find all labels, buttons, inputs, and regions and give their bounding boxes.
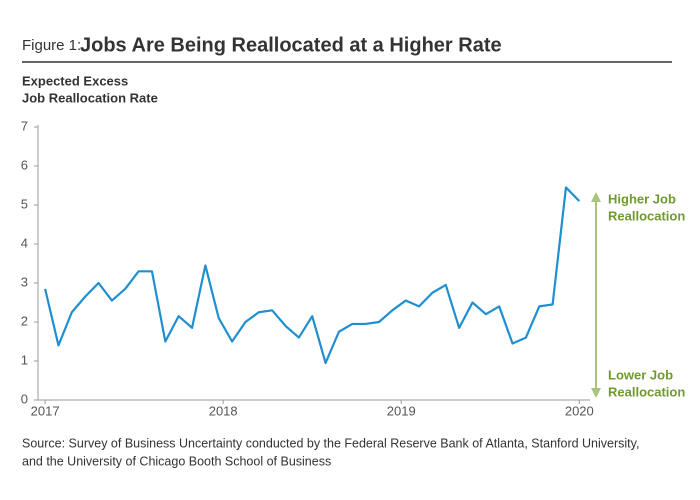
title-prefix: Figure 1: bbox=[22, 37, 81, 54]
chart-title: Jobs Are Being Reallocated at a Higher R… bbox=[80, 34, 502, 56]
x-tick-label: 2018 bbox=[209, 403, 238, 418]
y-tick-label: 3 bbox=[21, 274, 28, 289]
y-tick-label: 0 bbox=[21, 391, 28, 406]
x-tick-label: 2017 bbox=[31, 403, 60, 418]
y-tick-label: 6 bbox=[21, 157, 28, 172]
annotation: Lower Job bbox=[608, 367, 673, 382]
y-tick-label: 5 bbox=[21, 196, 28, 211]
y-tick-label: 1 bbox=[21, 352, 28, 367]
x-tick-label: 2019 bbox=[387, 403, 416, 418]
data-line bbox=[44, 186, 581, 365]
annotation: Higher Job bbox=[608, 191, 676, 206]
arrow-head bbox=[591, 192, 601, 202]
x-tick-label: 2020 bbox=[565, 403, 594, 418]
source-note: and the University of Chicago Booth Scho… bbox=[22, 454, 331, 468]
annotation: Reallocation bbox=[608, 384, 685, 399]
y-tick-label: 7 bbox=[21, 118, 28, 133]
annotation: Reallocation bbox=[608, 208, 685, 223]
y-tick-label: 4 bbox=[21, 235, 28, 250]
arrow-head bbox=[591, 388, 601, 398]
y-axis-label: Expected Excess bbox=[22, 73, 128, 88]
y-axis-label: Job Reallocation Rate bbox=[22, 90, 158, 105]
y-tick-label: 2 bbox=[21, 313, 28, 328]
source-note: Source: Survey of Business Uncertainty c… bbox=[22, 436, 639, 450]
